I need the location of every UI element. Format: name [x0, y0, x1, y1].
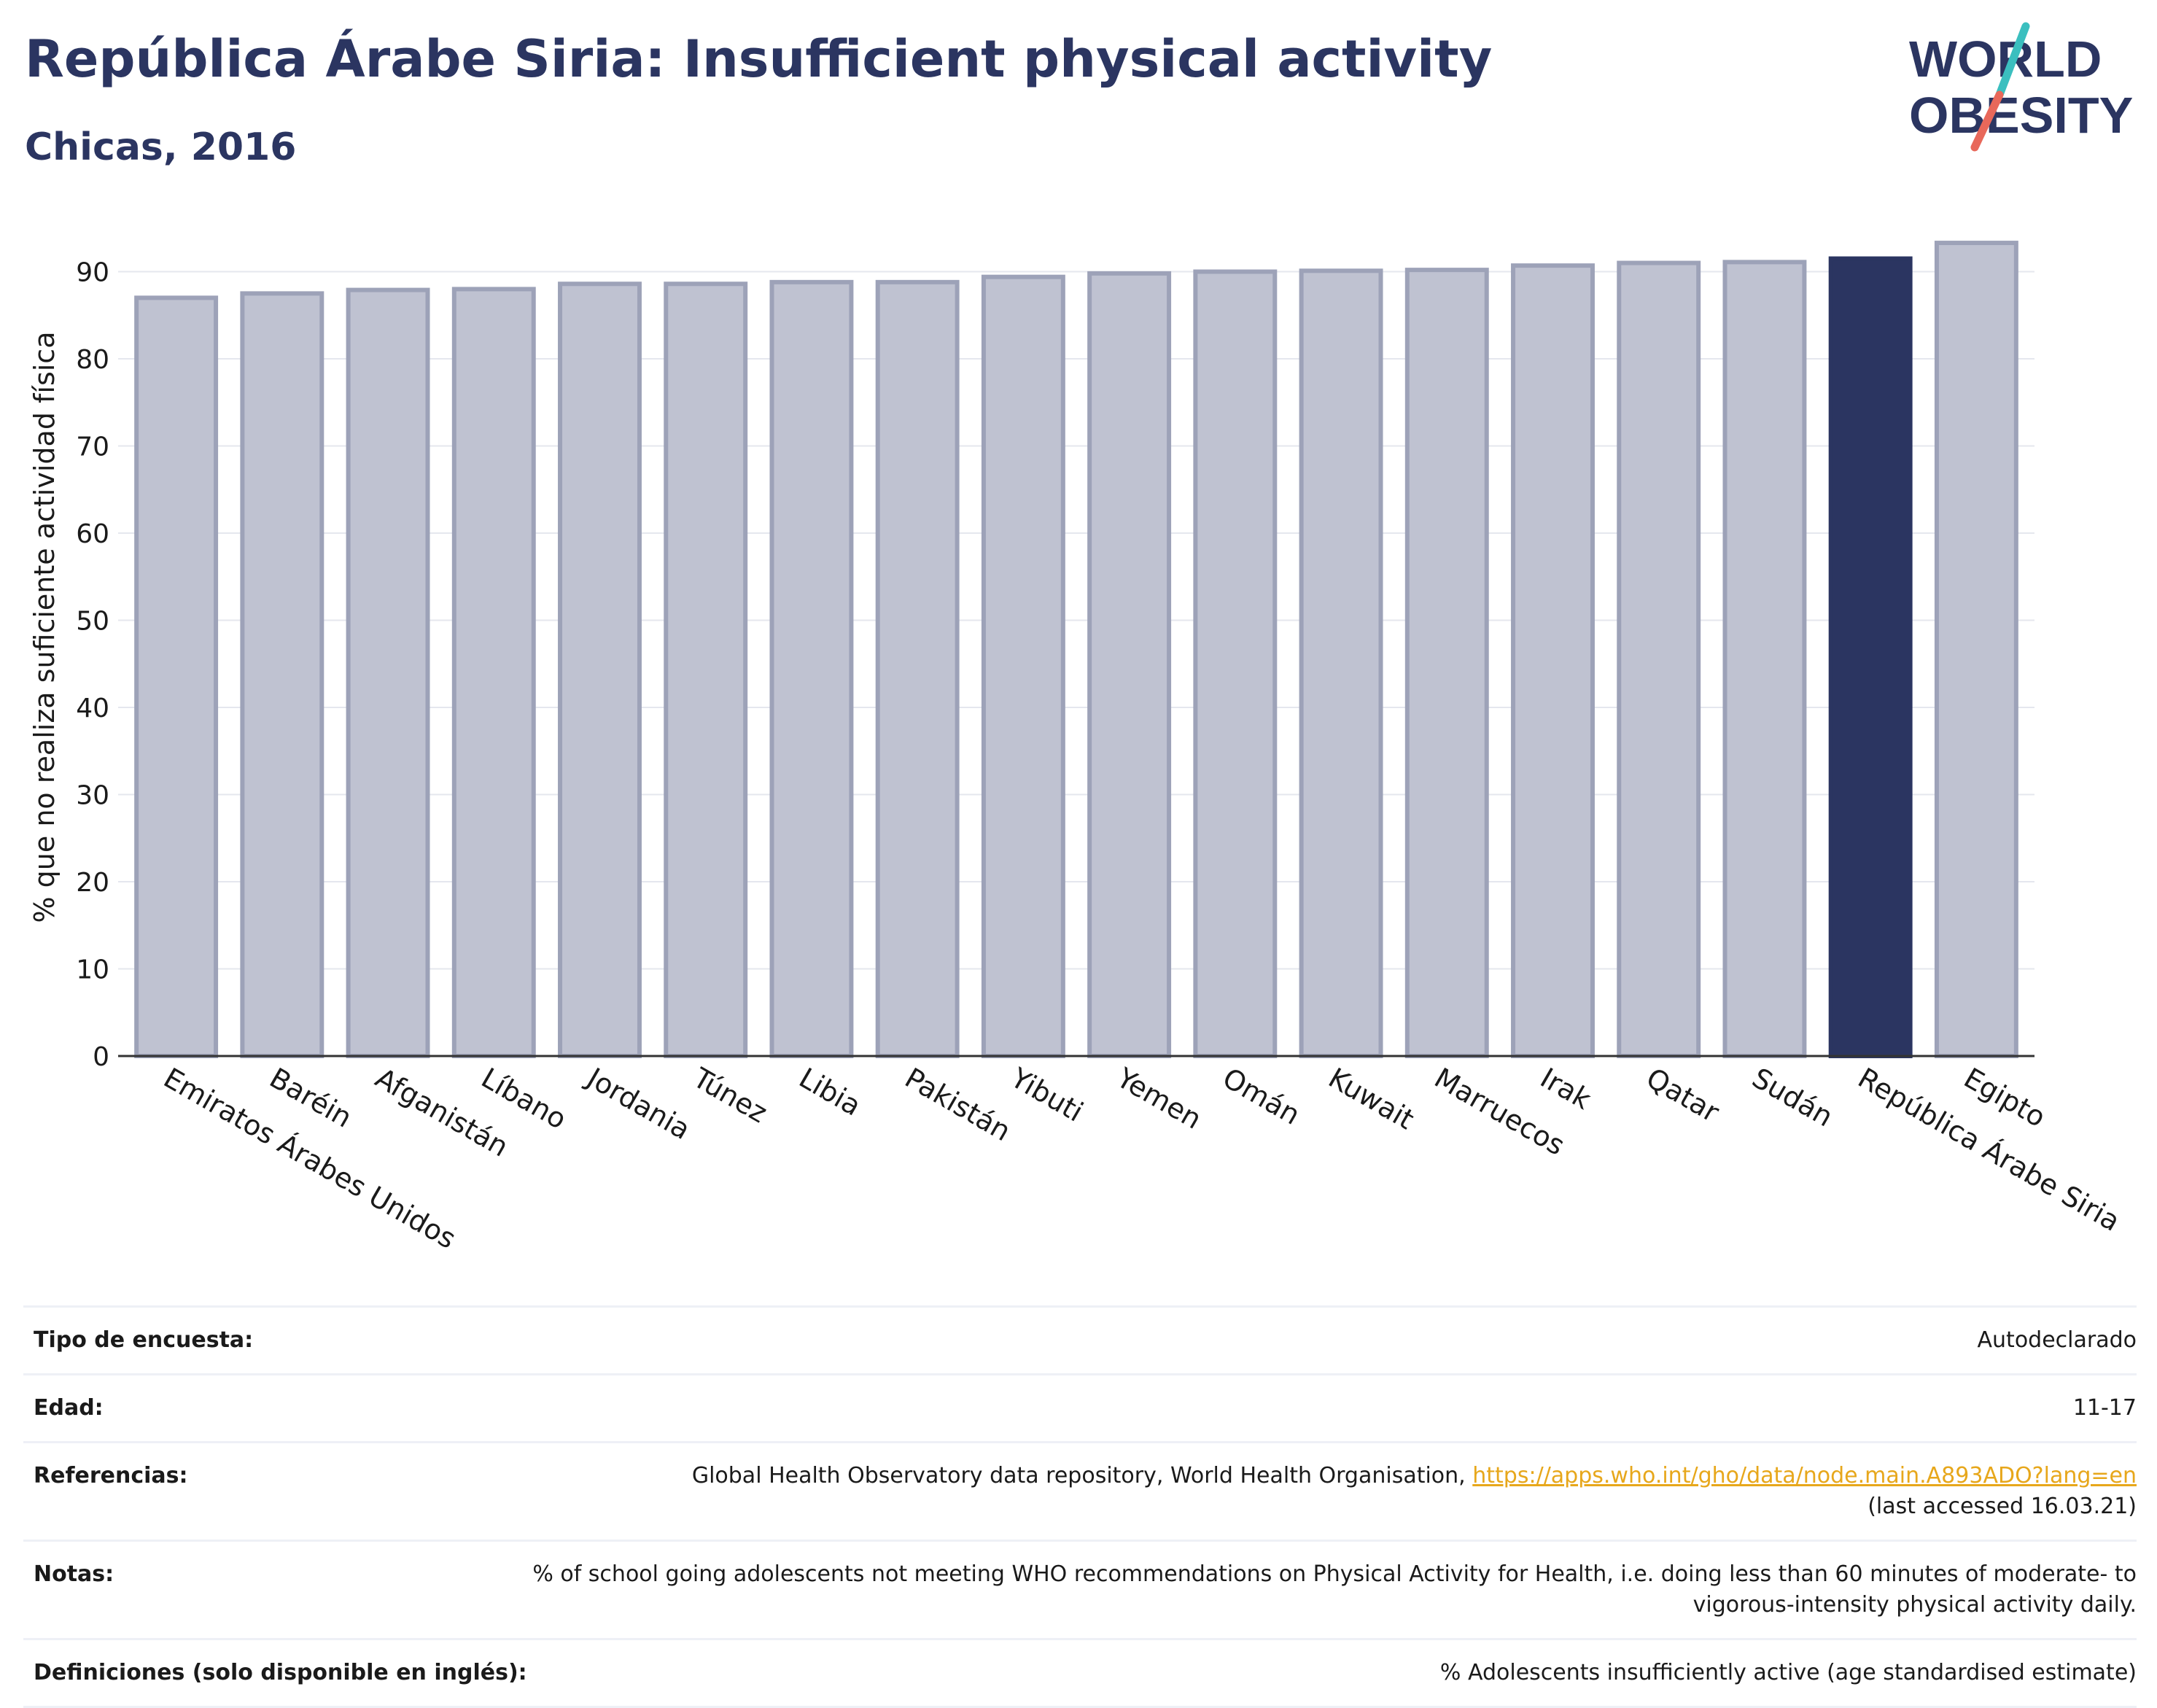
bar: [875, 279, 960, 1059]
info-value: Autodeclarado: [1978, 1325, 2137, 1356]
y-tick-label: 50: [76, 607, 109, 637]
x-tick-label: Irak: [1535, 1062, 1596, 1116]
gridlines: [118, 271, 2034, 970]
y-tick-label: 30: [76, 781, 109, 811]
y-tick-label: 40: [76, 694, 109, 723]
chart-subtitle: Chicas, 2016: [25, 125, 297, 169]
x-tick-label: Kuwait: [1324, 1062, 1420, 1136]
reference-link[interactable]: https://apps.who.int/gho/data/node.main.…: [1472, 1463, 2137, 1488]
bar: [1511, 263, 1595, 1058]
bar: [346, 287, 430, 1059]
y-axis-label: % que no realiza suficiente actividad fí…: [28, 332, 61, 923]
bars: [134, 241, 2018, 1059]
info-row: Referencias: Global Health Observatory da…: [23, 1441, 2137, 1540]
info-row: Edad: 11-17: [23, 1373, 2137, 1441]
bar: [1404, 268, 1489, 1058]
x-tick-label: Sudán: [1746, 1062, 1838, 1133]
chart-title: República Árabe Siria: Insufficient phys…: [25, 29, 1493, 89]
bar: [558, 282, 642, 1059]
bar: [1934, 241, 2018, 1059]
bar: [1087, 271, 1172, 1058]
info-row: Notas: % of school going adolescents not …: [23, 1540, 2137, 1638]
y-tick-label: 20: [76, 868, 109, 898]
bar: [1299, 268, 1383, 1058]
y-tick-label: 90: [76, 258, 109, 288]
info-label: Edad:: [34, 1395, 104, 1421]
info-label: Definiciones (solo disponible en inglés)…: [34, 1660, 527, 1685]
x-tick-label: Pakistán: [900, 1062, 1017, 1148]
info-value-text: % Adolescents insufficiently active (age…: [1439, 1660, 2137, 1685]
logo-slash-bottom: [1970, 90, 2004, 152]
info-value-text: 11-17: [2072, 1395, 2137, 1421]
info-value: 11-17: [2073, 1393, 2137, 1424]
logo-text-obesity: OBESITY: [1909, 87, 2133, 144]
info-value: Global Health Observatory data repositor…: [692, 1461, 2137, 1522]
info-label: Referencias:: [34, 1463, 188, 1488]
y-tick-label: 60: [76, 519, 109, 549]
x-tick-label: Jordania: [580, 1061, 696, 1146]
bar: [1828, 256, 1913, 1059]
x-tick-label: Omán: [1217, 1062, 1305, 1131]
x-tick-label: Yibuti: [1005, 1061, 1089, 1128]
y-tick-label: 80: [76, 345, 109, 375]
info-row: Tipo de encuesta: Autodeclarado: [23, 1305, 2137, 1373]
world-obesity-logo: WORLD OBESITY: [1909, 22, 2133, 152]
x-tick-label: Libia: [793, 1062, 866, 1122]
bar: [1193, 269, 1278, 1058]
info-value-text: Global Health Observatory data repositor…: [691, 1463, 1466, 1488]
info-value-note: (last accessed 16.03.21): [1868, 1494, 2137, 1519]
bar: [1722, 260, 1807, 1059]
logo-slash-top: [1995, 22, 2030, 99]
y-tick-label: 70: [76, 432, 109, 462]
x-tick-label: Qatar: [1641, 1062, 1725, 1129]
x-tick-label: Yemen: [1111, 1061, 1207, 1136]
bar: [451, 287, 536, 1058]
bar: [664, 282, 748, 1059]
info-value: % Adolescents insufficiently active (age…: [1440, 1658, 2137, 1688]
y-tick-label: 10: [76, 955, 109, 985]
y-tick-label: 0: [93, 1042, 109, 1072]
info-value: % of school going adolescents not meetin…: [532, 1559, 2137, 1620]
bar: [981, 274, 1065, 1058]
info-row: Definiciones (solo disponible en inglés)…: [23, 1638, 2137, 1708]
bar: [134, 295, 219, 1059]
info-label: Tipo de encuesta:: [34, 1327, 254, 1353]
bar: [1617, 260, 1701, 1058]
info-value-text: Autodeclarado: [1977, 1327, 2137, 1353]
info-table: Tipo de encuesta: Autodeclarado Edad: 11-17…: [23, 1305, 2137, 1708]
bar-chart: 0 10 20 30 40 50 60 70 80 90 Emiratos Árabes Unid…: [28, 241, 2126, 1255]
info-value-text: % of school going adolescents not meetin…: [532, 1561, 2137, 1618]
bar: [240, 291, 324, 1058]
x-tick-label: Túnez: [687, 1061, 772, 1129]
y-tick-labels: 0 10 20 30 40 50 60 70 80 90: [76, 258, 109, 1073]
bar: [769, 279, 854, 1059]
info-label: Notas:: [34, 1561, 114, 1587]
